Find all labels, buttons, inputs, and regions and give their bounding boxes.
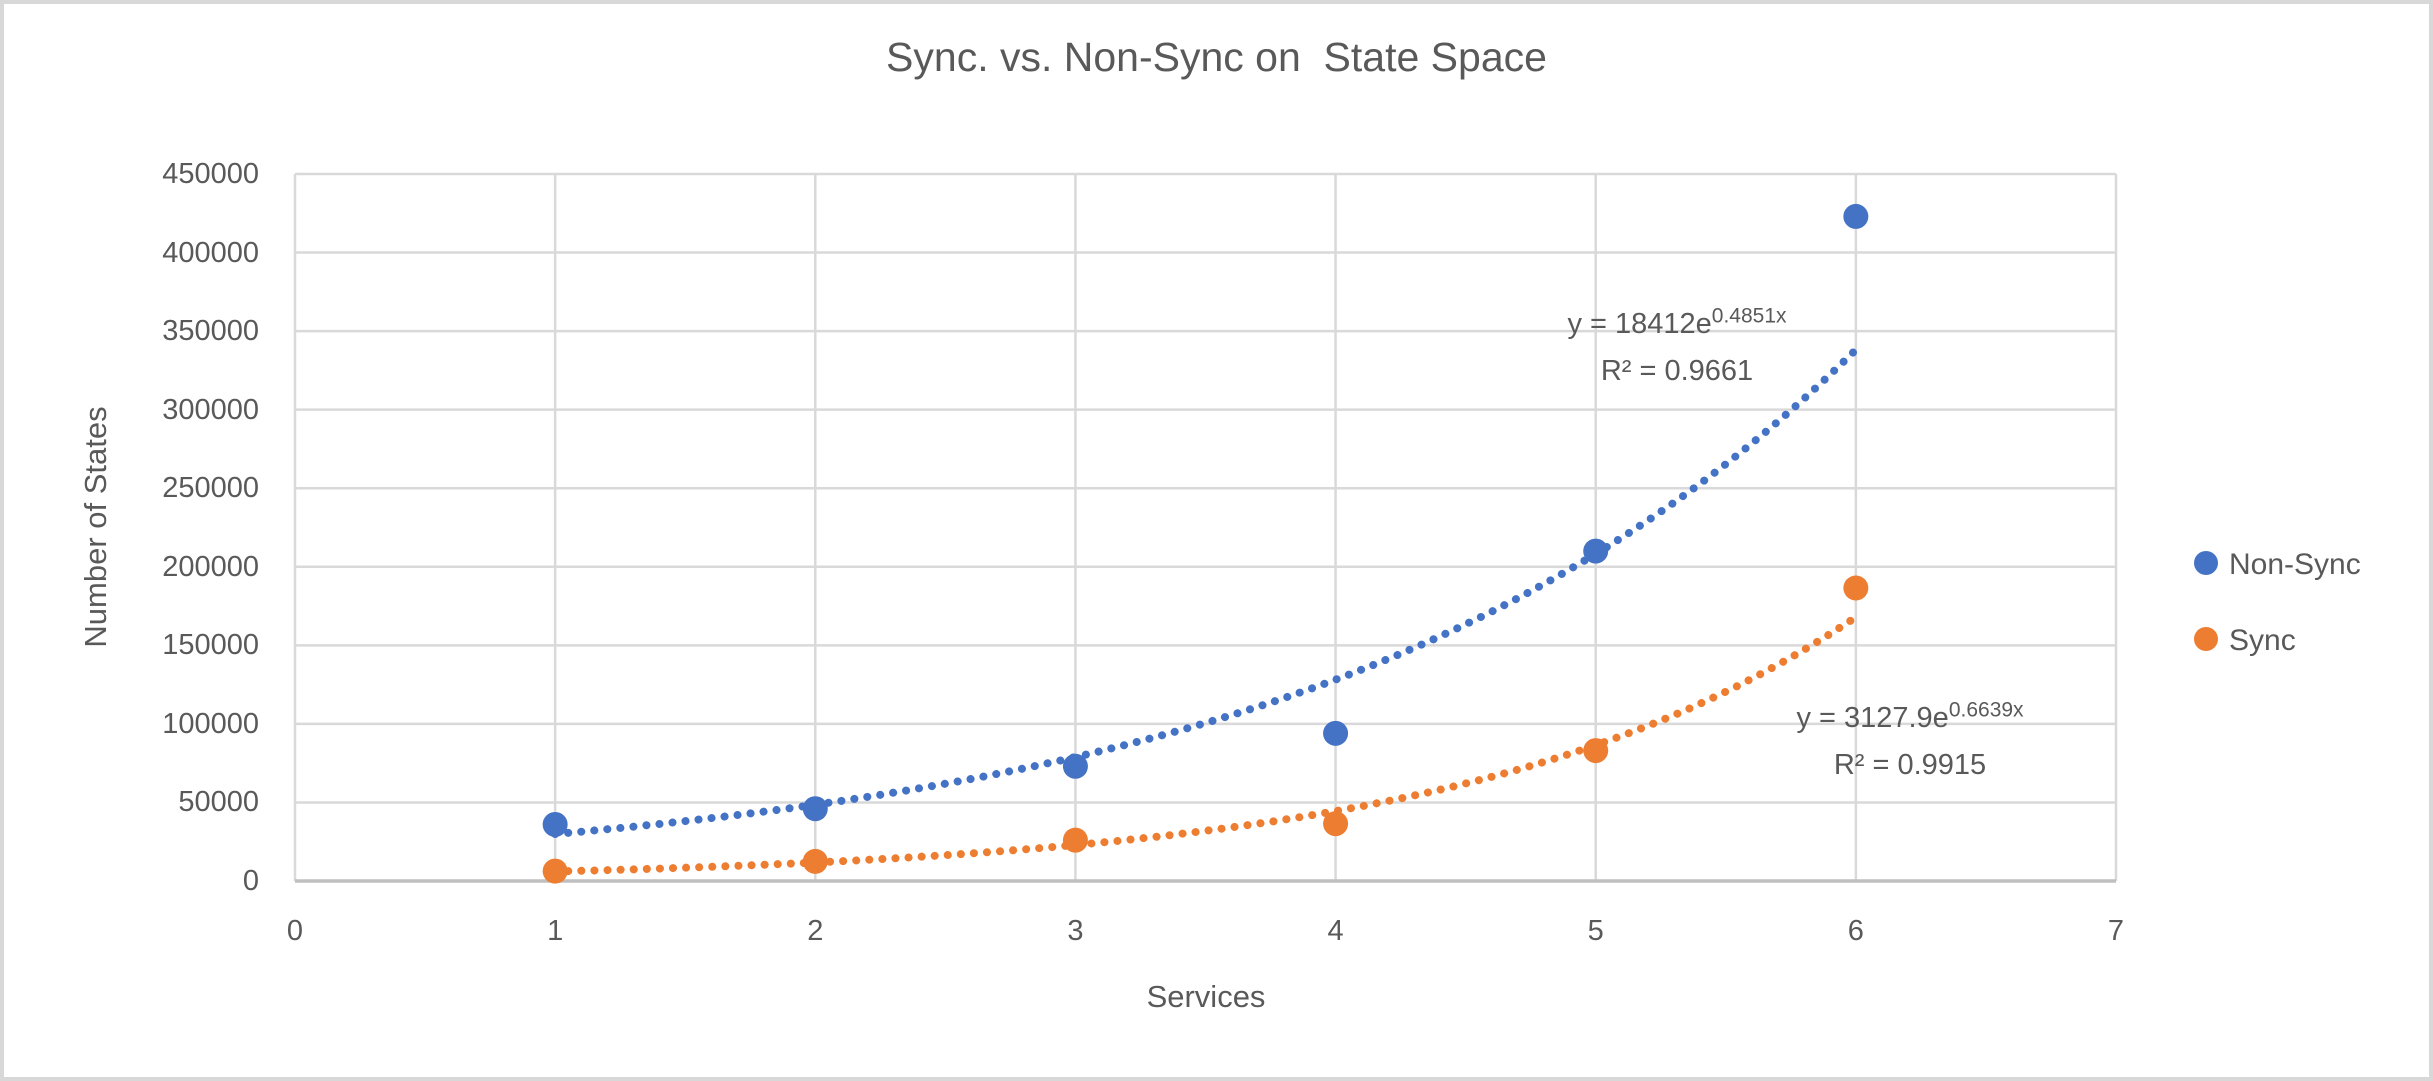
x-axis-tick-label: 5 (1587, 915, 1604, 947)
data-point-non-sync (1583, 538, 1609, 564)
data-point-non-sync (1323, 720, 1349, 746)
y-axis-tick-label: 400000 (162, 236, 259, 269)
equation-base: y = 3127.9e (1796, 702, 1949, 734)
data-point-sync (542, 858, 568, 884)
x-axis-tick-label: 1 (547, 915, 564, 947)
y-axis-tick-label: 50000 (178, 786, 259, 819)
data-point-sync (1323, 811, 1349, 837)
data-point-sync (1843, 575, 1869, 601)
y-axis-tick-label: 250000 (162, 472, 259, 505)
y-axis-tick-label: 200000 (162, 550, 259, 583)
y-axis-tick-label: 0 (242, 865, 259, 897)
chart-plot-area (293, 172, 2118, 884)
equation-exponent: 0.6639x (1948, 698, 2024, 722)
chart-title: Sync. vs. Non-Sync on State Space (886, 34, 1547, 80)
legend-marker-non-sync-icon (2194, 551, 2218, 575)
trendline-r2-text: R² = 0.9661 (1600, 355, 1754, 387)
y-axis-tick-label: 450000 (162, 158, 259, 190)
equation-exponent: 0.4851x (1711, 304, 1787, 328)
data-point-sync (802, 848, 828, 874)
x-axis-tick-label: 3 (1067, 915, 1084, 947)
data-point-sync (1583, 738, 1609, 764)
y-axis-tick-label: 150000 (162, 629, 259, 662)
equation-base: y = 18412e (1567, 308, 1712, 340)
data-point-non-sync (542, 811, 568, 837)
data-point-non-sync (1062, 753, 1088, 779)
legend-label-sync: Sync (2229, 624, 2296, 657)
trendline-equation-text: y = 18412e0.4851x (1407, 301, 1947, 348)
trendline-equation-text: y = 3127.9e0.6639x (1640, 695, 2180, 742)
y-axis-title: Number of States (78, 406, 113, 648)
legend-marker-sync-icon (2194, 627, 2218, 651)
x-axis-title: Services (1146, 979, 1266, 1014)
x-axis-tick-label: 7 (2107, 915, 2125, 947)
y-axis-tick-label: 100000 (162, 707, 259, 740)
trendline-equation-non-sync: y = 18412e0.4851x R² = 0.9661 (1407, 301, 1947, 395)
y-axis-tick-label: 350000 (162, 315, 259, 348)
x-axis-tick-label: 2 (807, 915, 824, 947)
x-axis-tick-label: 0 (286, 915, 304, 947)
data-point-sync (1062, 827, 1088, 853)
trendline-r2-text: R² = 0.9915 (1833, 749, 1987, 781)
y-axis-tick-label: 300000 (162, 393, 259, 426)
data-point-non-sync (802, 796, 828, 822)
x-axis-tick-label: 4 (1327, 915, 1344, 947)
data-point-non-sync (1843, 203, 1869, 229)
trendline-equation-sync: y = 3127.9e0.6639x R² = 0.9915 (1640, 695, 2180, 789)
x-axis-tick-label: 6 (1847, 915, 1864, 947)
trendline-non-sync (551, 345, 1860, 838)
legend-label-non-sync: Non-Sync (2229, 548, 2361, 581)
trendline-sync (551, 613, 1860, 876)
